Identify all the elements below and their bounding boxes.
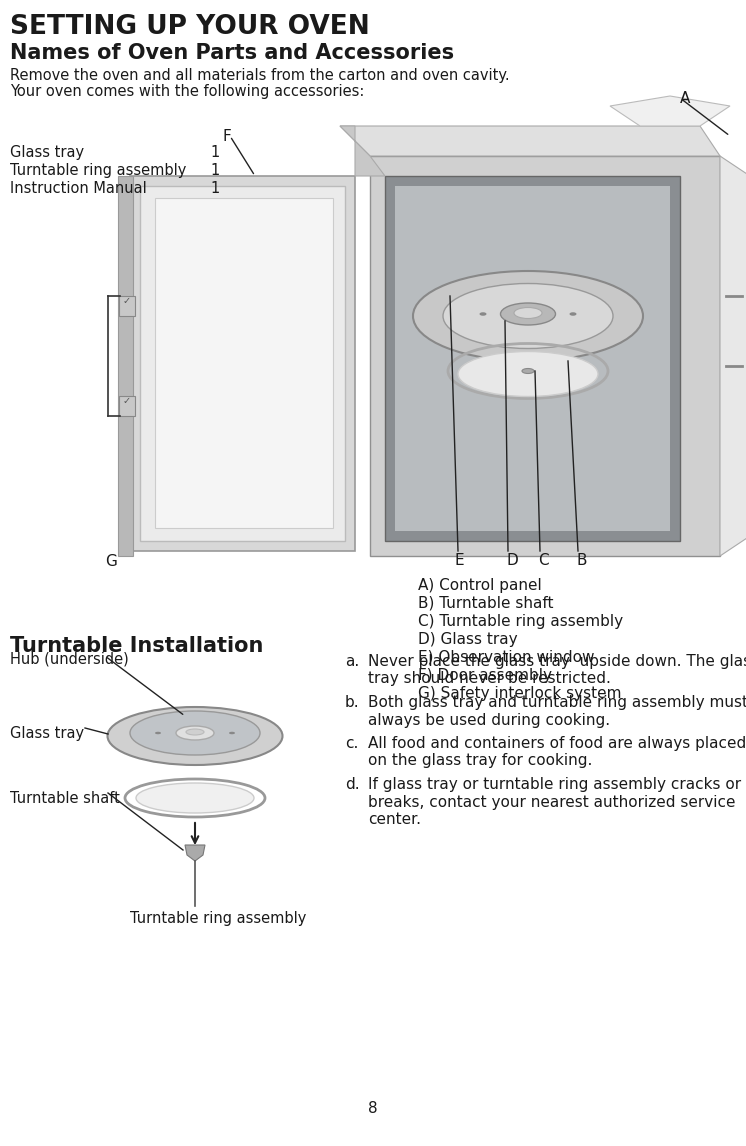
Text: 1: 1: [210, 163, 219, 178]
Polygon shape: [185, 845, 205, 861]
Text: Names of Oven Parts and Accessories: Names of Oven Parts and Accessories: [10, 44, 454, 63]
Text: 8: 8: [369, 1101, 377, 1116]
Text: B: B: [576, 554, 586, 568]
Text: Glass tray: Glass tray: [10, 146, 84, 160]
Text: F: F: [222, 129, 231, 144]
Text: Instruction Manual: Instruction Manual: [10, 181, 147, 196]
Ellipse shape: [186, 729, 204, 735]
Ellipse shape: [480, 312, 486, 316]
Text: 1: 1: [210, 181, 219, 196]
Text: E: E: [455, 554, 465, 568]
Ellipse shape: [514, 307, 542, 319]
Text: Hub (underside): Hub (underside): [10, 651, 129, 666]
Text: C: C: [538, 554, 548, 568]
Text: b.: b.: [345, 694, 360, 711]
Text: D: D: [506, 554, 518, 568]
Polygon shape: [118, 176, 133, 556]
Text: Turntable ring assembly: Turntable ring assembly: [130, 911, 307, 926]
Text: Never place the glass tray  upside down. The glass: Never place the glass tray upside down. …: [368, 654, 746, 669]
Bar: [119, 397, 135, 416]
Polygon shape: [340, 126, 385, 176]
Ellipse shape: [155, 732, 161, 735]
Text: SETTING UP YOUR OVEN: SETTING UP YOUR OVEN: [10, 14, 370, 40]
Text: Turntable ring assembly: Turntable ring assembly: [10, 163, 186, 178]
Ellipse shape: [522, 369, 534, 374]
Text: C) Turntable ring assembly: C) Turntable ring assembly: [418, 614, 623, 629]
Text: B) Turntable shaft: B) Turntable shaft: [418, 596, 554, 611]
Text: D) Glass tray: D) Glass tray: [418, 631, 518, 647]
Text: Turntable shaft: Turntable shaft: [10, 791, 120, 806]
Text: breaks, contact your nearest authorized service: breaks, contact your nearest authorized …: [368, 794, 736, 809]
Polygon shape: [720, 156, 746, 556]
Polygon shape: [155, 198, 333, 528]
Ellipse shape: [443, 283, 613, 348]
Text: A: A: [680, 91, 690, 105]
Text: If glass tray or turntable ring assembly cracks or: If glass tray or turntable ring assembly…: [368, 777, 741, 792]
Text: ✓: ✓: [123, 397, 131, 406]
Ellipse shape: [107, 707, 283, 766]
Text: d.: d.: [345, 777, 360, 792]
Text: always be used during cooking.: always be used during cooking.: [368, 713, 610, 728]
Text: G) Safety interlock system: G) Safety interlock system: [418, 686, 621, 701]
Text: on the glass tray for cooking.: on the glass tray for cooking.: [368, 754, 592, 769]
Ellipse shape: [413, 270, 643, 361]
Ellipse shape: [501, 303, 556, 325]
Polygon shape: [140, 186, 345, 541]
Text: Remove the oven and all materials from the carton and oven cavity.: Remove the oven and all materials from t…: [10, 68, 510, 83]
Text: 1: 1: [210, 146, 219, 160]
Ellipse shape: [176, 727, 214, 740]
Polygon shape: [370, 156, 720, 556]
Polygon shape: [130, 176, 355, 551]
Polygon shape: [340, 126, 720, 156]
Text: center.: center.: [368, 813, 421, 827]
Polygon shape: [395, 186, 670, 531]
Ellipse shape: [569, 312, 577, 316]
Ellipse shape: [136, 783, 254, 813]
Text: A) Control panel: A) Control panel: [418, 578, 542, 592]
Text: ✓: ✓: [123, 296, 131, 306]
Text: All food and containers of food are always placed: All food and containers of food are alwa…: [368, 736, 746, 751]
Polygon shape: [385, 176, 680, 541]
Bar: [119, 296, 135, 316]
Ellipse shape: [458, 352, 598, 397]
Text: Turntable Installation: Turntable Installation: [10, 636, 263, 656]
Ellipse shape: [130, 711, 260, 755]
Ellipse shape: [229, 732, 235, 735]
Text: G: G: [105, 554, 117, 570]
Text: tray should never be restricted.: tray should never be restricted.: [368, 672, 611, 686]
Text: E) Observation window: E) Observation window: [418, 650, 595, 665]
Text: Glass tray: Glass tray: [10, 727, 84, 741]
Text: Both glass tray and turntable ring assembly must: Both glass tray and turntable ring assem…: [368, 694, 746, 711]
Text: Your oven comes with the following accessories:: Your oven comes with the following acces…: [10, 84, 364, 99]
Text: F) Door assembly: F) Door assembly: [418, 668, 552, 683]
Polygon shape: [610, 96, 730, 126]
Text: a.: a.: [345, 654, 360, 669]
Text: c.: c.: [345, 736, 358, 751]
